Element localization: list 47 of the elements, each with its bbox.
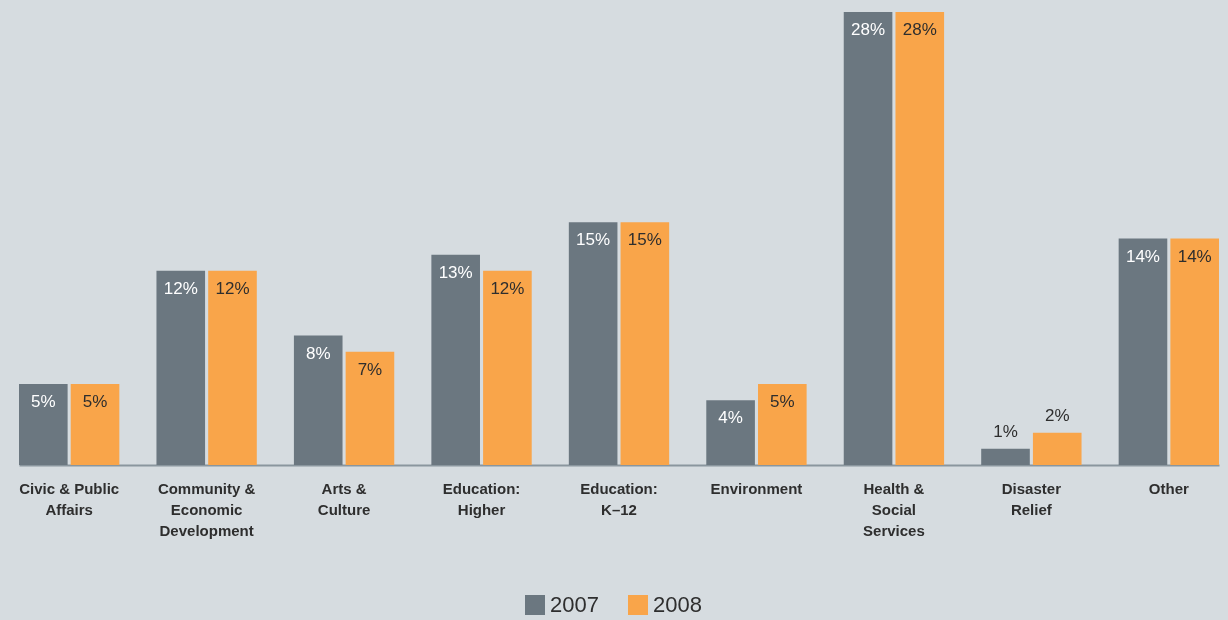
bar [431,254,480,465]
data-label: 12% [163,278,198,298]
data-label: 4% [718,408,743,428]
data-label: 15% [627,230,662,250]
bar [208,270,257,465]
bar [483,270,532,465]
x-tick-label: Arts & Culture [317,479,371,518]
data-label: 13% [438,262,473,282]
bar [70,384,120,465]
data-label: 28% [851,20,886,39]
data-label: 5% [31,392,56,412]
legend-label: 2008 [653,592,702,617]
bar [981,448,1030,465]
bar [895,12,945,465]
bar [758,384,807,465]
bar [1118,238,1168,465]
x-tick-label: Disaster Relief [1001,479,1062,518]
x-tick-label: Environment [710,479,803,497]
bar [19,384,68,465]
x-tick-label: Education: K–12 [580,479,658,518]
x-tick-label: Health & Social Services [863,479,925,539]
x-tick-label: Other [1148,479,1189,497]
data-label: 2% [1044,405,1070,425]
bar [156,270,206,465]
data-label: 14% [1125,246,1160,266]
data-label: 14% [1177,246,1212,266]
bar [1032,432,1082,465]
data-label: 12% [215,278,250,298]
data-label: 7% [357,359,383,379]
bar [843,12,893,465]
bar [620,222,670,465]
data-label: 5% [82,392,108,412]
bar [706,400,755,465]
data-label: 5% [770,392,795,412]
bar [568,222,618,465]
data-label: 28% [902,20,937,39]
x-tick-label: Civic & Public Affairs [19,479,120,518]
data-label: 8% [305,343,331,363]
bar [1170,238,1219,465]
data-label: 15% [576,230,611,250]
x-tick-label: Community & Economic Development [157,479,256,539]
bar [345,351,395,465]
bar [293,335,343,465]
x-tick-label: Education: Higher [442,479,521,518]
legend-label: 2007 [550,592,599,617]
data-label: 12% [490,278,525,298]
data-label: 1% [993,421,1018,441]
